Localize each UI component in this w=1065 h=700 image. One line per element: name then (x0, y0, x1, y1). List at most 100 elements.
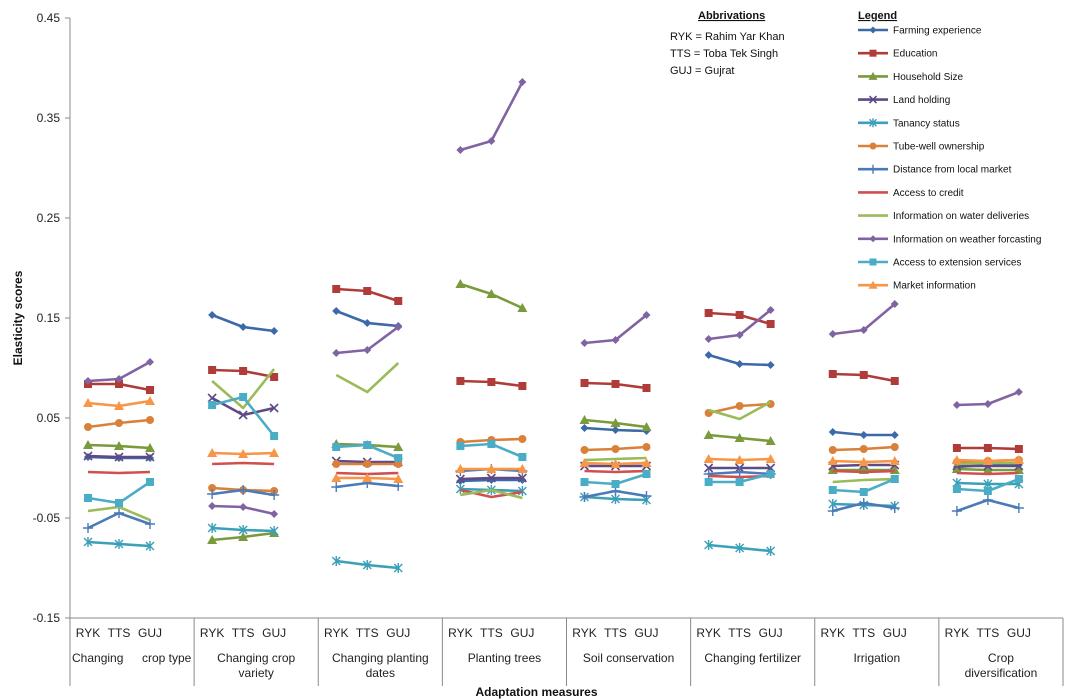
series-point (828, 486, 837, 494)
series-point (766, 306, 775, 314)
series-point (580, 339, 589, 347)
series-point (332, 285, 341, 293)
abbreviation-item: TTS = Toba Tek Singh (670, 48, 778, 60)
series-point (765, 454, 776, 463)
series-point (486, 473, 496, 483)
series-point (363, 460, 372, 468)
abbreviation-item: RYK = Rahim Yar Khan (670, 31, 785, 43)
series-point (517, 473, 527, 483)
legend-item: Information on water deliveries (858, 211, 1029, 222)
series-point (869, 235, 877, 243)
x-group-label: Crop (988, 651, 1014, 665)
series-point (455, 464, 466, 473)
series-point (869, 258, 877, 266)
series-point (859, 445, 868, 453)
x-subcategory-label: GUJ (883, 626, 907, 640)
series-point (362, 473, 373, 482)
series-point (704, 335, 713, 343)
series-point (487, 440, 496, 448)
series-point (890, 443, 899, 451)
series-point (146, 416, 154, 424)
x-subcategory-label: RYK (76, 626, 100, 640)
series-point (868, 71, 878, 80)
series-2 (83, 279, 1024, 544)
series-point (145, 519, 155, 529)
series-point (487, 378, 496, 386)
series-point (642, 384, 651, 392)
series-point (766, 546, 776, 556)
series-point (207, 489, 218, 499)
series-point (580, 379, 589, 387)
series-point (641, 458, 652, 467)
legend-label: Education (893, 49, 937, 60)
series-line-segment (584, 469, 647, 474)
series-point (890, 431, 899, 439)
series-point (734, 433, 745, 442)
x-axis-title: Adaptation measures (475, 685, 597, 699)
legend: Legend Farming experience Education Househo… (858, 10, 1041, 292)
series-point (394, 297, 403, 305)
series-point (84, 423, 92, 431)
series-point (642, 443, 651, 451)
series-point (869, 26, 877, 34)
series-point (735, 331, 744, 339)
series-point (331, 482, 342, 492)
legend-label: Land holding (893, 95, 950, 106)
series-point (642, 470, 651, 478)
series-line-segment (708, 400, 772, 421)
legend-item: Household Size (858, 71, 963, 83)
series-point (270, 510, 279, 518)
x-group-label: Changing planting (332, 651, 429, 665)
abbreviations-title: Abbrivations (698, 10, 765, 22)
series-point (1014, 445, 1023, 453)
series-point (208, 401, 217, 409)
series-point (735, 402, 744, 410)
series-point (951, 464, 962, 473)
series-point (869, 142, 877, 150)
series-10 (84, 393, 1023, 507)
series-point (208, 311, 217, 319)
x-subcategory-label: GUJ (1007, 626, 1031, 640)
series-point (766, 361, 775, 369)
y-tick-label: -0.05 (33, 511, 61, 525)
series-point (1014, 388, 1023, 396)
series-point (1013, 455, 1024, 464)
series-point (83, 398, 93, 407)
x-subcategory-label: TTS (604, 626, 627, 640)
series-point (207, 448, 218, 457)
abbreviation-item: GUJ = Gujrat (670, 65, 735, 77)
x-subcategory-label: GUJ (759, 626, 783, 640)
x-subcategory-label: GUJ (138, 626, 162, 640)
series-point (208, 366, 217, 374)
series-point (207, 523, 217, 533)
x-group-label: Changing crop (217, 651, 295, 665)
series-point (580, 478, 589, 486)
series-line-segment (87, 470, 151, 475)
series-point (828, 446, 837, 454)
legend-label: Information on water deliveries (893, 211, 1029, 222)
x-group-label: dates (366, 666, 395, 680)
x-subcategory-label: GUJ (510, 626, 534, 640)
legend-item: Tanancy status (858, 118, 960, 129)
series-point (703, 430, 714, 439)
series-point (115, 499, 123, 507)
series-point (455, 474, 465, 484)
series-point (611, 445, 620, 453)
series-point (868, 164, 878, 174)
x-subcategory-label: RYK (821, 626, 845, 640)
series-point (208, 502, 217, 510)
x-subcategory-label: RYK (448, 626, 472, 640)
legend-item: Market information (858, 280, 976, 292)
x-subcategory-label: GUJ (386, 626, 410, 640)
x-subcategory-label: TTS (232, 626, 255, 640)
x-subcategory-label: GUJ (262, 626, 286, 640)
series-line-segment (832, 469, 895, 474)
legend-label: Access to extension services (893, 258, 1021, 269)
series-line-segment (335, 362, 400, 394)
series-point (269, 490, 280, 500)
series-point (704, 478, 713, 486)
series-point (208, 484, 217, 492)
series-point (766, 470, 775, 478)
series-point (239, 503, 248, 511)
series-1 (84, 285, 1023, 453)
